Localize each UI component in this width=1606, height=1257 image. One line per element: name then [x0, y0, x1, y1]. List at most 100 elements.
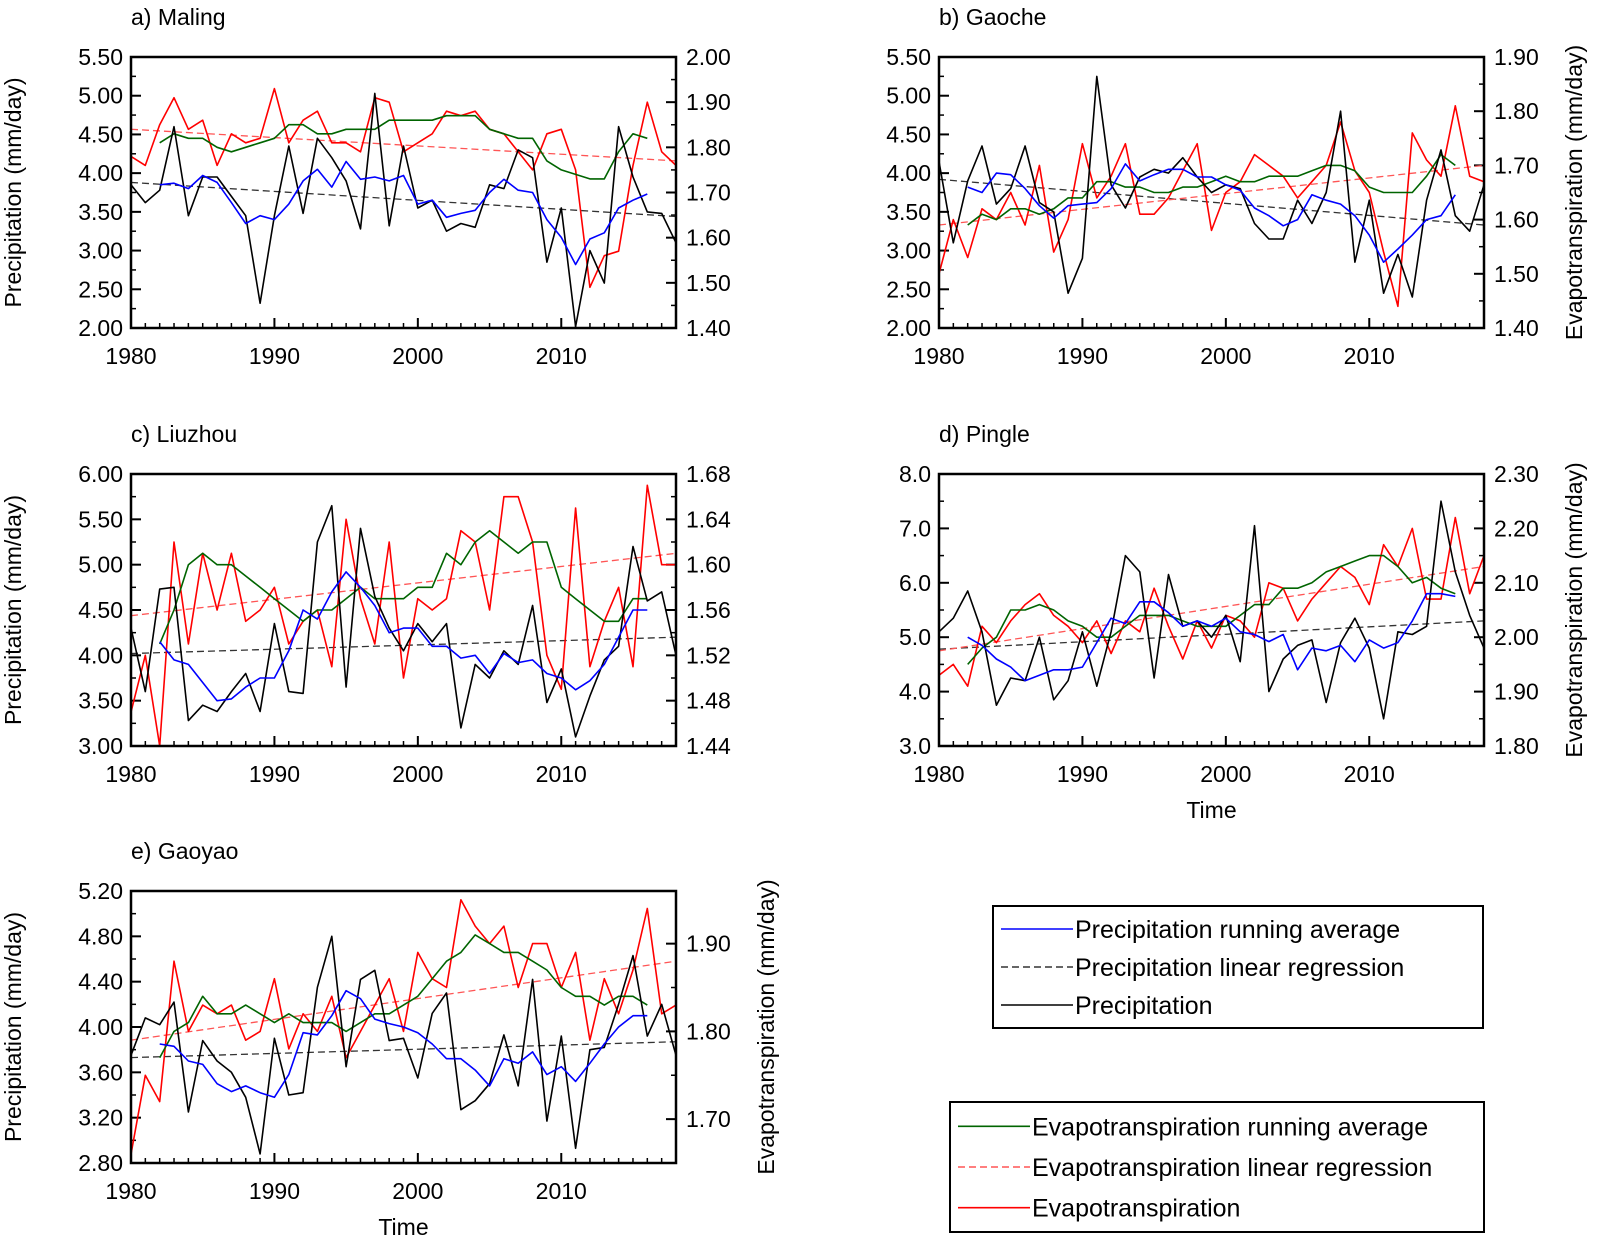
y-left-tick-label: 6.00	[78, 461, 123, 487]
y-left-tick-label: 5.00	[78, 552, 123, 578]
precip-running-average-series	[159, 571, 648, 702]
y-right-tick-label: 2.00	[686, 44, 731, 70]
y-left-tick-label: 3.00	[886, 238, 931, 264]
y-right-tick-label: 1.80	[686, 1018, 731, 1044]
y-left-tick-label: 4.00	[886, 160, 931, 186]
y-left-tick-label: 5.00	[78, 83, 123, 109]
x-tick-label: 1990	[249, 1178, 300, 1204]
y-left-axis-label: Precipitation (mm/day)	[0, 495, 26, 725]
evapotranspiration-series	[131, 484, 676, 746]
x-tick-label: 1980	[913, 761, 964, 787]
precipitation-series	[131, 935, 676, 1155]
precip-linear-regression-line	[939, 620, 1484, 650]
legend-label: Evapotranspiration	[1032, 1195, 1240, 1223]
y-right-tick-label: 2.10	[1494, 570, 1539, 596]
precipitation-series	[131, 504, 676, 738]
x-tick-label: 1980	[913, 343, 964, 369]
y-left-tick-label: 4.40	[78, 969, 123, 995]
y-right-axis-label: Evapotranspiration (mm/day)	[1561, 462, 1587, 757]
y-left-tick-label: 2.00	[886, 315, 931, 341]
y-left-tick-label: 4.00	[78, 160, 123, 186]
panel-title: d) Pingle	[939, 421, 1030, 447]
y-left-tick-label: 3.50	[78, 199, 123, 225]
precip-legend: Precipitation running average Precipitati…	[992, 905, 1484, 1029]
y-left-tick-label: 5.50	[78, 506, 123, 532]
y-right-tick-label: 1.60	[686, 225, 731, 251]
x-tick-label: 2000	[392, 343, 443, 369]
y-left-tick-label: 5.00	[886, 83, 931, 109]
y-right-tick-label: 1.44	[686, 733, 731, 759]
x-tick-label: 2010	[1344, 343, 1395, 369]
y-left-tick-label: 3.0	[899, 733, 931, 759]
panel-title: e) Gaoyao	[131, 838, 238, 864]
y-left-tick-label: 4.00	[78, 1014, 123, 1040]
panel-gaoyao: e) Gaoyao 1980 1990 2000 2010 2.80 3.20 3.60 4.0…	[0, 838, 779, 1240]
x-axis-label: Time	[378, 1214, 428, 1240]
y-right-tick-label: 1.60	[1494, 207, 1539, 233]
evapotranspiration-series	[939, 105, 1484, 308]
plot-frame	[937, 472, 1486, 748]
panel-pingle: d) Pingle 1980 1990 2000 2010 3.0 4.0 5.0 6.0 7.0…	[899, 421, 1587, 823]
y-right-tick-label: 2.30	[1494, 461, 1539, 487]
x-axis-label: Time	[1186, 797, 1236, 823]
y-left-tick-label: 5.20	[78, 878, 123, 904]
y-left-tick-label: 4.50	[886, 121, 931, 147]
y-right-tick-label: 1.56	[686, 597, 731, 623]
y-left-tick-label: 8.0	[899, 461, 931, 487]
legend-label: Precipitation running average	[1075, 916, 1400, 944]
y-right-tick-label: 1.50	[1494, 261, 1539, 287]
legend-frame	[949, 1101, 1485, 1233]
y-left-tick-label: 2.80	[78, 1150, 123, 1176]
chart-panels: a) Maling 1980 1990 2000 2010 2.00 2.50 3.00 3.5…	[0, 4, 1587, 1240]
et-running-average-series	[158, 934, 648, 1059]
et-running-average-series	[967, 153, 1456, 226]
y-right-tick-label: 2.00	[1494, 624, 1539, 650]
y-left-tick-label: 2.50	[78, 276, 123, 302]
y-left-tick-label: 3.00	[78, 733, 123, 759]
y-left-tick-label: 6.0	[899, 570, 931, 596]
y-left-tick-label: 4.50	[78, 597, 123, 623]
plot-series	[131, 87, 676, 328]
y-right-tick-label: 1.90	[686, 89, 731, 115]
legend-label: Evapotranspiration running average	[1032, 1113, 1428, 1141]
plot-frame	[937, 55, 1486, 330]
plot-frame	[129, 55, 678, 330]
y-left-tick-label: 4.00	[78, 642, 123, 668]
y-right-tick-label: 1.80	[686, 134, 731, 160]
x-tick-label: 2000	[1200, 343, 1251, 369]
et-linear-regression-line	[131, 960, 676, 1041]
legend-label: Evapotranspiration linear regression	[1032, 1154, 1432, 1182]
et-running-average-series	[159, 114, 648, 180]
y-right-axis-label: Evapotranspiration (mm/day)	[753, 879, 779, 1174]
x-tick-label: 1990	[249, 343, 300, 369]
et-linear-regression-line	[939, 565, 1484, 652]
x-tick-label: 1990	[1057, 343, 1108, 369]
plot-series	[131, 484, 676, 746]
y-right-tick-label: 1.60	[686, 552, 731, 578]
legend-frame	[992, 905, 1484, 1029]
plot-series	[939, 75, 1484, 308]
et-legend: Evapotranspiration running average Evapot…	[949, 1101, 1485, 1233]
y-right-tick-label: 2.20	[1494, 515, 1539, 541]
plot-frame	[129, 472, 678, 748]
evapotranspiration-series	[939, 516, 1484, 688]
et-running-average-series	[158, 529, 648, 645]
y-left-tick-label: 7.0	[899, 515, 931, 541]
y-left-tick-label: 3.50	[78, 688, 123, 714]
y-left-tick-label: 2.00	[78, 315, 123, 341]
panel-gaoche: b) Gaoche 1980 1990 2000 2010 2.00 2.50 3.00 3.5…	[886, 4, 1587, 369]
et-linear-regression-line	[939, 164, 1484, 226]
y-left-tick-label: 3.60	[78, 1059, 123, 1085]
precip-running-average-series	[159, 989, 648, 1099]
panel-title: a) Maling	[131, 4, 226, 30]
evapotranspiration-series	[131, 898, 676, 1155]
plot-frame	[129, 889, 678, 1165]
y-right-tick-label: 1.70	[1494, 152, 1539, 178]
x-tick-label: 2010	[1344, 761, 1395, 787]
panel-maling: a) Maling 1980 1990 2000 2010 2.00 2.50 3.00 3.5…	[0, 4, 731, 369]
y-left-tick-label: 4.0	[899, 679, 931, 705]
precipitation-series	[939, 500, 1484, 720]
y-right-tick-label: 1.40	[686, 315, 731, 341]
y-left-axis-label: Precipitation (mm/day)	[0, 912, 26, 1142]
